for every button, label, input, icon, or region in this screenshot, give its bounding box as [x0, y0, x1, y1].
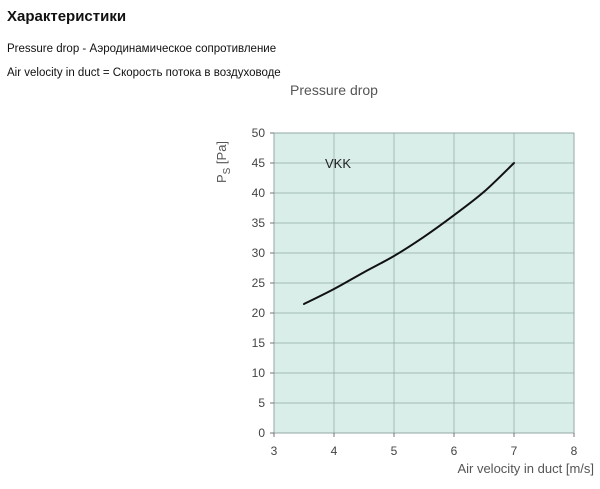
page-heading: Характеристики: [7, 8, 127, 25]
y-tick-label: 15: [252, 336, 266, 350]
svg-text:PS [Pa]: PS [Pa]: [214, 141, 233, 183]
series-group: [303, 162, 515, 305]
y-axis-title-unit: [Pa]: [214, 141, 229, 164]
x-axis-title: Air velocity in duct [m/s]: [457, 461, 594, 476]
y-axis-title: PS [Pa]: [214, 141, 233, 183]
series-line-vkk: [303, 162, 515, 305]
chart-title: Pressure drop: [290, 82, 378, 98]
x-tick-label: 5: [391, 444, 398, 458]
y-axis-title-sub: S: [222, 167, 233, 174]
y-tick-label: 0: [258, 426, 265, 440]
x-tick-label: 7: [511, 444, 518, 458]
y-tick-label: 25: [252, 276, 266, 290]
x-axis-ticks: 3 4 5 6 7 8: [271, 433, 578, 458]
x-tick-label: 4: [331, 444, 338, 458]
x-tick-label: 3: [271, 444, 278, 458]
y-axis-title-main: P: [214, 174, 229, 183]
annotations-group: VKK: [325, 156, 351, 171]
grid-lines: [273, 132, 575, 434]
y-tick-label: 50: [252, 126, 266, 140]
y-tick-label: 35: [252, 216, 266, 230]
y-tick-label: 30: [252, 246, 266, 260]
x-tick-label: 6: [451, 444, 458, 458]
y-tick-label: 10: [252, 366, 266, 380]
series-label-vkk: VKK: [325, 156, 351, 171]
y-tick-label: 40: [252, 186, 266, 200]
y-tick-label: 5: [258, 396, 265, 410]
y-axis-ticks: 0 5 10 15 20 25 30 35 40 45 50: [252, 126, 274, 440]
legend-line-pressure-drop: Pressure drop - Аэродинамическое сопроти…: [7, 43, 277, 55]
x-tick-label: 8: [571, 444, 578, 458]
y-tick-label: 20: [252, 306, 266, 320]
y-tick-label: 45: [252, 156, 266, 170]
legend-line-air-velocity: Air velocity in duct = Скорость потока в…: [7, 67, 281, 79]
